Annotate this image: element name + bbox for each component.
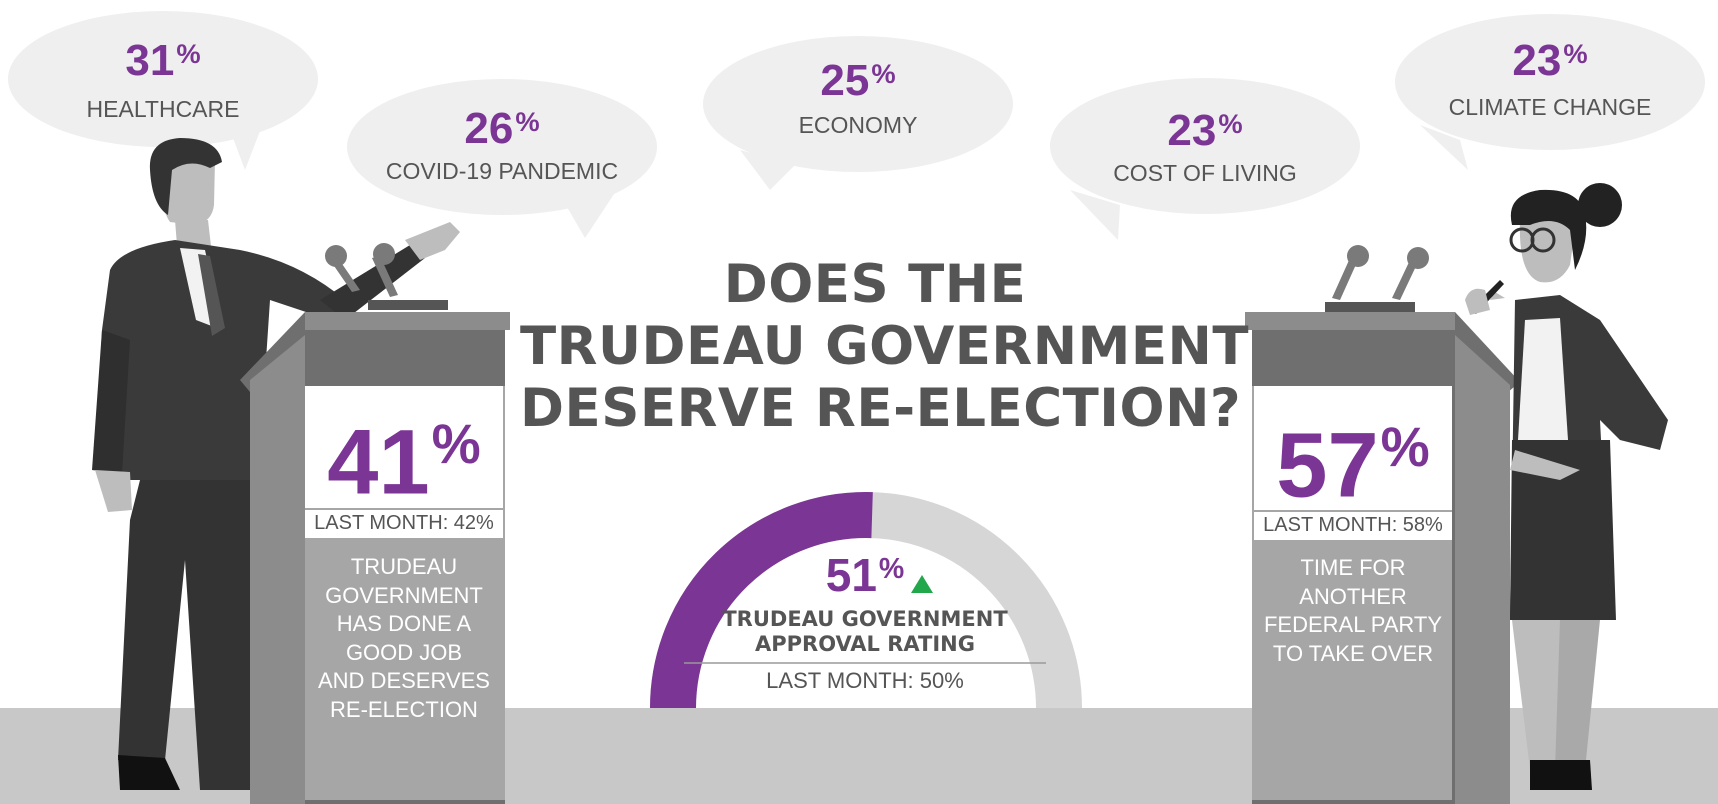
another-party-value: 57% (1276, 414, 1430, 517)
issue-bubble-climate-change: 23% CLIMATE CHANGE (1395, 30, 1705, 130)
percent-sign: % (176, 37, 201, 69)
percent-sign: % (1218, 107, 1243, 139)
reelection-last-month: LAST MONTH: 42% (314, 512, 494, 534)
issue-bubble-healthcare: 31% HEALTHCARE (8, 30, 318, 130)
percent-sign: % (1380, 416, 1430, 478)
approval-label-line: TRUDEAU GOVERNMENT (722, 607, 1008, 631)
issue-value: 26 (464, 104, 514, 153)
female-speaker-figure (1465, 183, 1668, 790)
percent-sign: % (1563, 37, 1588, 69)
description-line: GOVERNMENT (325, 582, 483, 608)
chart-title: DOES THE TRUDEAU GOVERNMENT DESERVE RE-E… (520, 254, 1250, 440)
approval-label: TRUDEAU GOVERNMENT APPROVAL RATING (700, 607, 1030, 657)
issue-bubble-economy: 25% ECONOMY (703, 52, 1013, 152)
issue-label: HEALTHCARE (86, 96, 240, 122)
right-podium (1245, 245, 1520, 804)
description-line: TO TAKE OVER (1272, 640, 1434, 666)
description-line: FEDERAL PARTY (1263, 612, 1443, 637)
male-speaker-figure (92, 138, 460, 790)
percent-sign: % (515, 105, 540, 137)
issue-bubble-covid: 26% COVID-19 PANDEMIC (347, 98, 657, 198)
approval-label-line: APPROVAL RATING (754, 632, 975, 656)
title-line: TRUDEAU GOVERNMENT (520, 316, 1250, 377)
percent-sign: % (431, 413, 481, 475)
issue-label: COVID-19 PANDEMIC (385, 158, 619, 184)
trend-up-icon (911, 575, 933, 593)
issue-value: 31 (125, 36, 175, 85)
reelection-description: TRUDEAU GOVERNMENT HAS DONE A GOOD JOB A… (305, 553, 503, 724)
approval-last-month: LAST MONTH: 50% (766, 668, 964, 693)
issue-value: 23 (1512, 36, 1562, 85)
description-line: GOOD JOB (345, 639, 463, 665)
another-party-last-month: LAST MONTH: 58% (1263, 514, 1443, 536)
issue-label: CLIMATE CHANGE (1448, 94, 1652, 120)
issue-label: ECONOMY (798, 112, 918, 138)
description-line: HAS DONE A (336, 611, 472, 636)
description-line: ANOTHER (1299, 583, 1407, 609)
approval-value: 51% (825, 549, 905, 601)
description-line: TRUDEAU (350, 554, 458, 579)
percent-sign: % (878, 553, 905, 586)
gauge-fill (650, 492, 873, 709)
reelection-value: 41% (327, 411, 481, 514)
issue-value: 23 (1167, 106, 1217, 155)
issue-label: COST OF LIVING (1113, 160, 1297, 186)
left-podium (240, 243, 510, 804)
issue-bubble-cost-of-living: 23% COST OF LIVING (1050, 102, 1360, 202)
speech-bubbles (8, 11, 1705, 240)
description-line: AND DESERVES (318, 668, 490, 693)
percent-sign: % (871, 57, 896, 89)
title-line: DESERVE RE-ELECTION? (520, 378, 1242, 439)
description-line: RE-ELECTION (330, 696, 478, 722)
issue-value: 25 (820, 56, 870, 105)
another-party-description: TIME FOR ANOTHER FEDERAL PARTY TO TAKE O… (1254, 554, 1452, 668)
approval-gauge (650, 492, 1082, 709)
title-line: DOES THE (723, 254, 1027, 315)
description-line: TIME FOR (1300, 555, 1406, 580)
